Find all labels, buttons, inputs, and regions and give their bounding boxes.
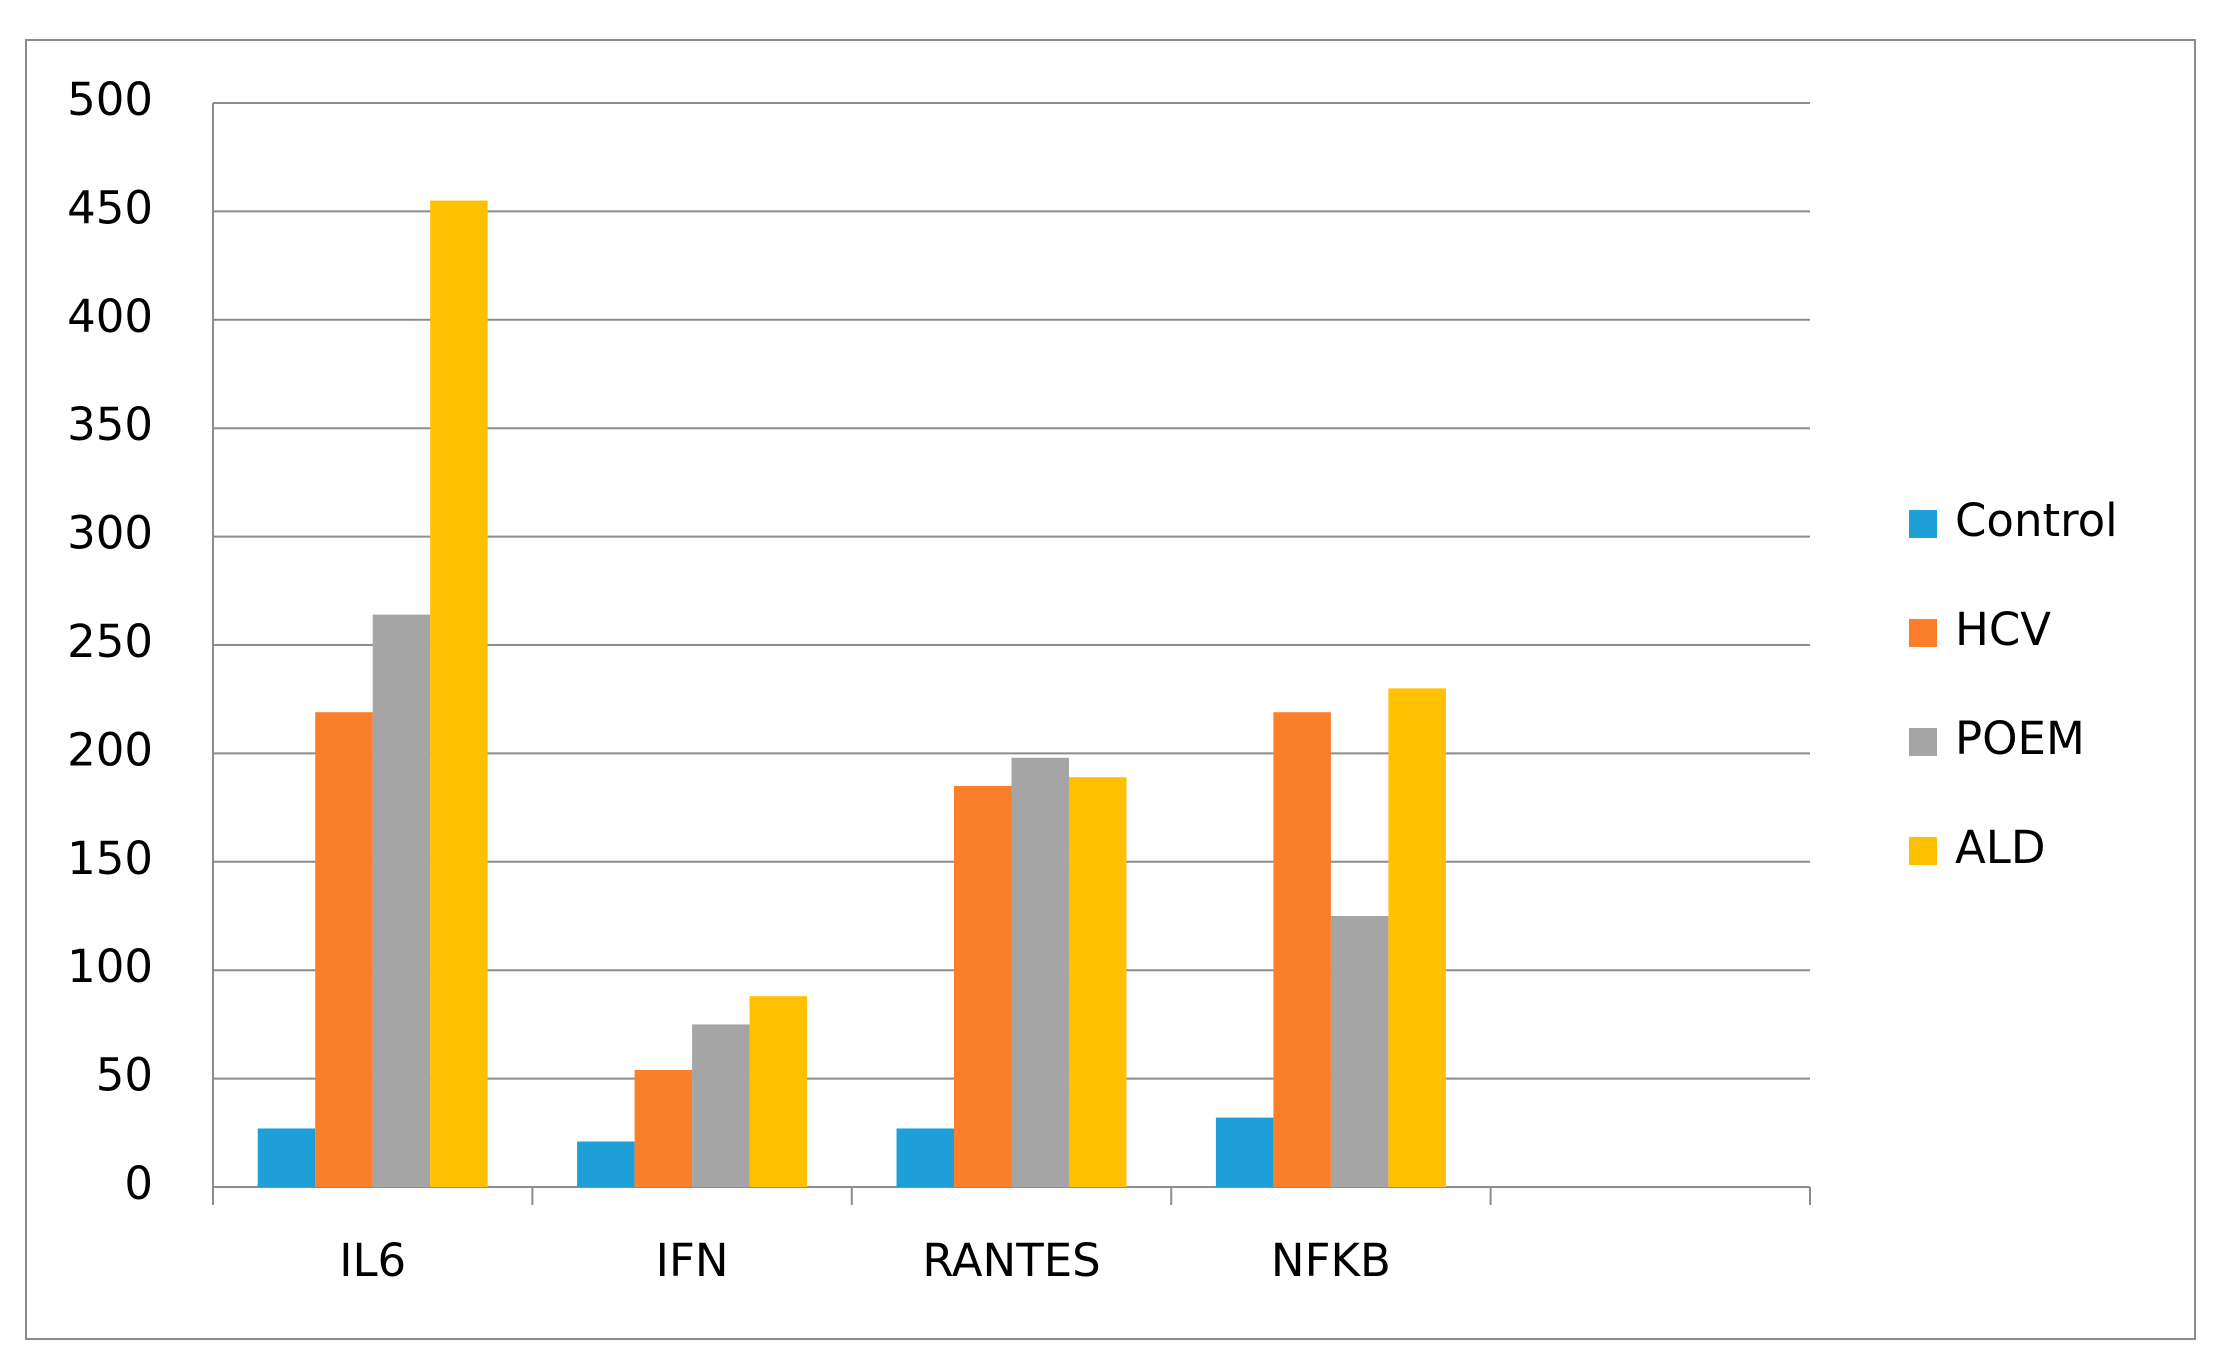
legend-label: ALD [1955, 821, 2046, 874]
bar [896, 1128, 955, 1187]
bar [954, 785, 1012, 1187]
x-tick-label: IFN [656, 1234, 729, 1287]
legend-swatch [1909, 510, 1937, 538]
y-tick-label: 500 [67, 73, 153, 126]
legend-swatch [1909, 837, 1937, 865]
y-tick-label: 100 [67, 940, 153, 993]
y-tick-label: 400 [67, 290, 153, 343]
legend-swatch [1909, 728, 1937, 756]
y-tick-label: 300 [67, 507, 153, 560]
bar [634, 1069, 693, 1187]
x-tick-label: NFKB [1271, 1234, 1391, 1287]
bar [1273, 712, 1331, 1187]
bar [430, 200, 488, 1187]
y-tick-label: 250 [67, 615, 153, 668]
y-tick-label: 0 [124, 1157, 153, 1210]
bar [1330, 916, 1389, 1187]
y-tick-label: 350 [67, 398, 153, 451]
y-tick-label: 450 [67, 181, 153, 234]
legend-label: HCV [1955, 603, 2051, 656]
x-tick-label: IL6 [339, 1234, 406, 1287]
bar [315, 712, 373, 1187]
bar [1011, 757, 1069, 1187]
bar [1388, 688, 1446, 1187]
legend-label: POEM [1955, 712, 2085, 765]
bar [577, 1141, 635, 1187]
y-tick-label: 150 [67, 832, 153, 885]
bar [692, 1024, 750, 1187]
legend-swatch [1909, 619, 1937, 647]
y-tick-label: 200 [67, 723, 153, 776]
bar [1215, 1117, 1274, 1187]
bar [257, 1128, 316, 1187]
bar [372, 614, 431, 1187]
x-tick-label: RANTES [922, 1234, 1100, 1287]
bar [749, 996, 808, 1187]
legend-label: Control [1955, 494, 2118, 547]
y-tick-label: 50 [96, 1049, 153, 1102]
bar [1068, 777, 1127, 1187]
